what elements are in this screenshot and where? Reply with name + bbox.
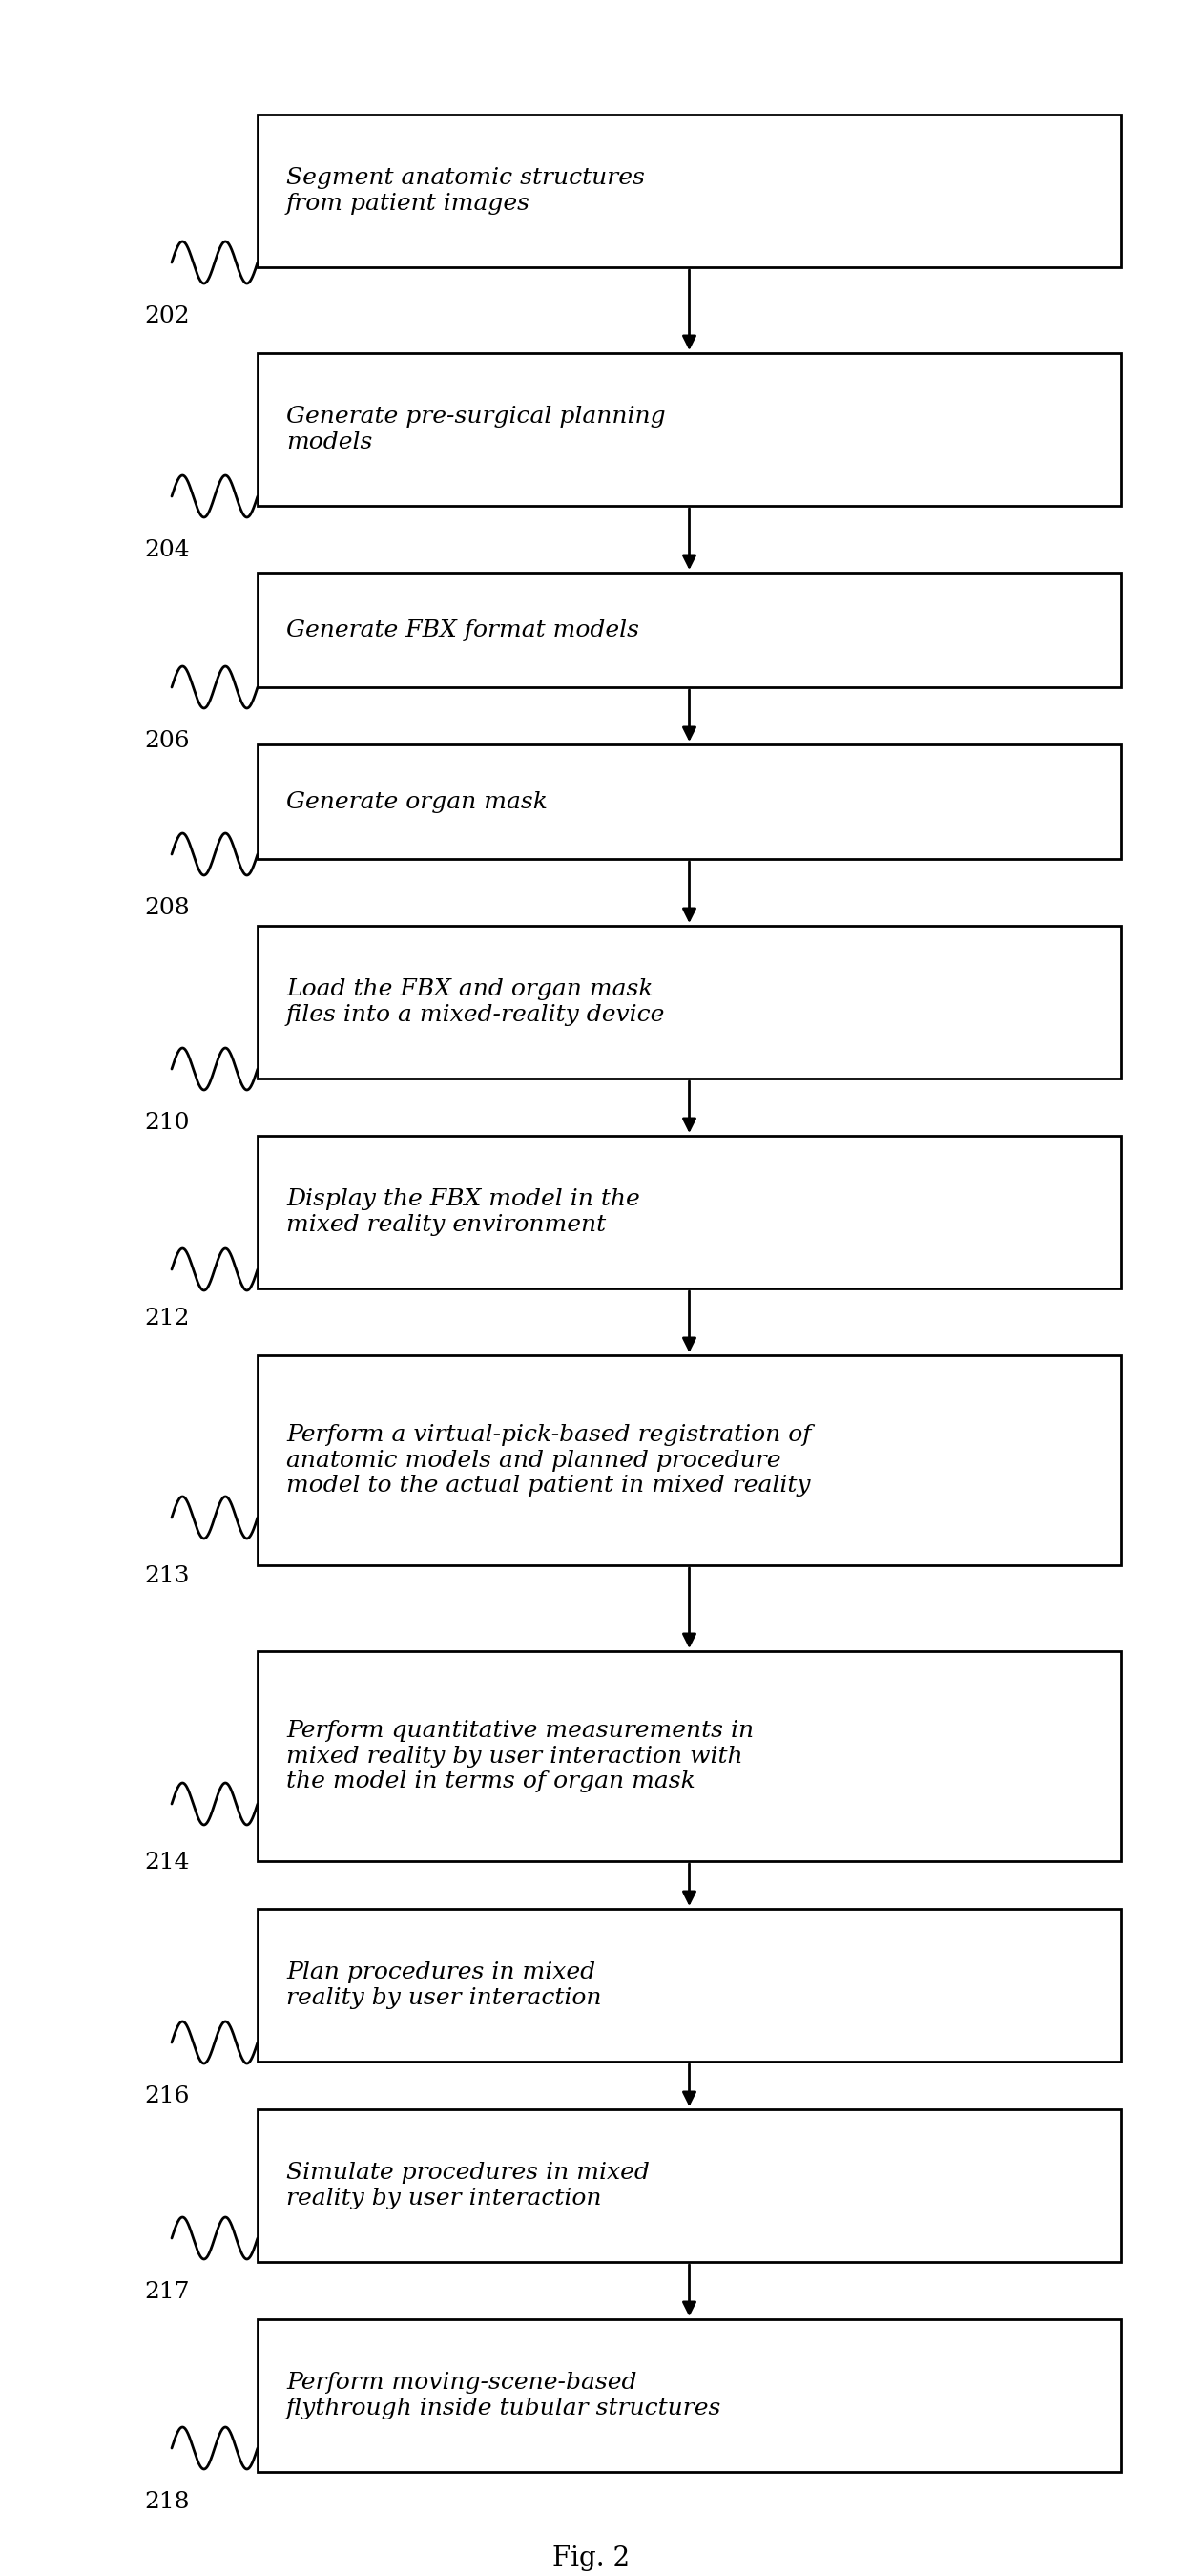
Text: Perform a virtual-pick-based registration of
anatomic models and planned procedu: Perform a virtual-pick-based registratio… <box>286 1425 812 1497</box>
Text: Simulate procedures in mixed
reality by user interaction: Simulate procedures in mixed reality by … <box>286 2161 649 2210</box>
Text: 204: 204 <box>144 538 189 562</box>
Text: 212: 212 <box>144 1309 189 1329</box>
Text: 213: 213 <box>144 1566 189 1587</box>
Text: Generate FBX format models: Generate FBX format models <box>286 618 639 641</box>
Bar <box>258 1651 1121 1860</box>
Text: Load the FBX and organ mask
files into a mixed-reality device: Load the FBX and organ mask files into a… <box>286 979 665 1025</box>
Text: Perform moving-scene-based
flythrough inside tubular structures: Perform moving-scene-based flythrough in… <box>286 2372 722 2419</box>
Text: Display the FBX model in the
mixed reality environment: Display the FBX model in the mixed reali… <box>286 1188 640 1236</box>
Text: 206: 206 <box>144 729 189 752</box>
Text: Fig. 2: Fig. 2 <box>552 2545 631 2571</box>
Bar <box>258 925 1121 1079</box>
Bar <box>258 744 1121 858</box>
Bar <box>258 572 1121 688</box>
Text: 208: 208 <box>144 896 189 920</box>
Bar <box>258 2110 1121 2262</box>
Text: 218: 218 <box>144 2491 189 2514</box>
Text: 216: 216 <box>144 2087 189 2107</box>
Text: Generate pre-surgical planning
models: Generate pre-surgical planning models <box>286 407 666 453</box>
Text: 214: 214 <box>144 1852 189 1873</box>
Bar <box>258 1136 1121 1288</box>
Bar <box>258 113 1121 268</box>
Bar <box>258 1909 1121 2061</box>
Text: Segment anatomic structures
from patient images: Segment anatomic structures from patient… <box>286 167 645 214</box>
Bar <box>258 2318 1121 2473</box>
Text: Perform quantitative measurements in
mixed reality by user interaction with
the : Perform quantitative measurements in mix… <box>286 1721 754 1793</box>
Text: 210: 210 <box>144 1113 189 1133</box>
Bar <box>258 1355 1121 1566</box>
Bar <box>258 353 1121 505</box>
Text: 217: 217 <box>144 2282 189 2303</box>
Text: Plan procedures in mixed
reality by user interaction: Plan procedures in mixed reality by user… <box>286 1960 601 2009</box>
Text: Generate organ mask: Generate organ mask <box>286 791 548 811</box>
Text: 202: 202 <box>144 307 189 327</box>
